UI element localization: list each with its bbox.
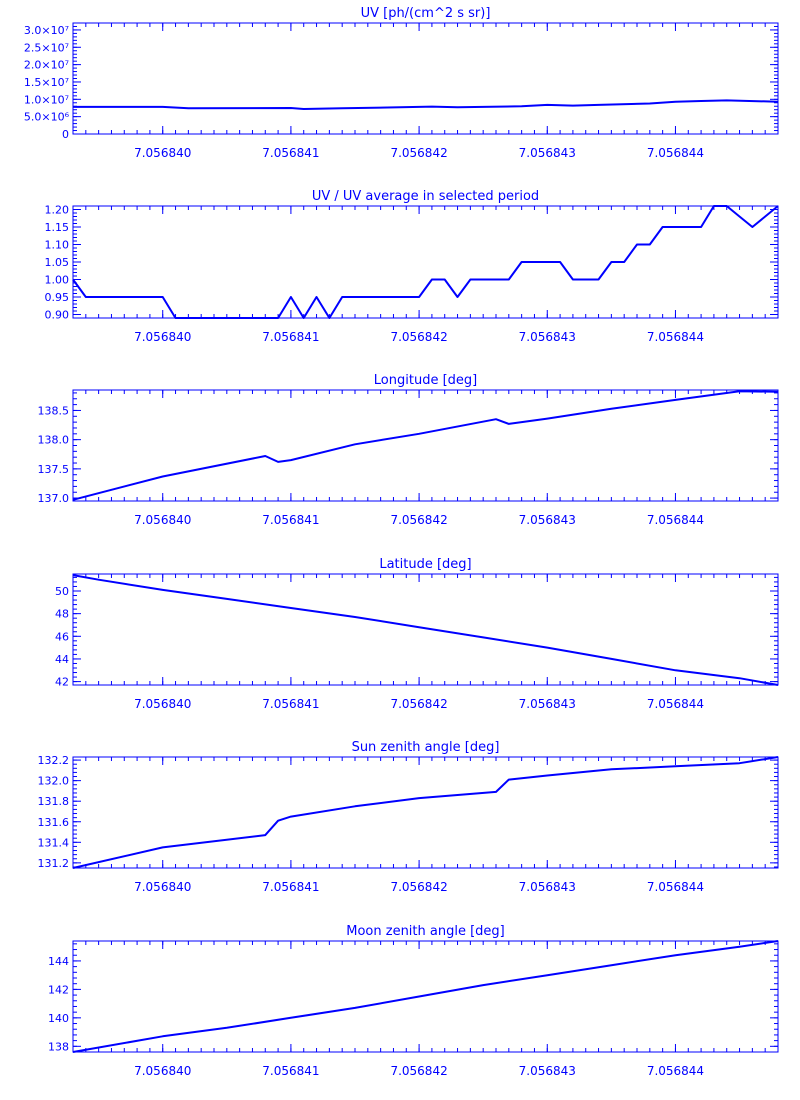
y-tick-label: 2.5×10⁷ <box>24 41 69 54</box>
chart-title: Moon zenith angle [deg] <box>346 924 504 939</box>
plot-frame <box>72 940 779 1053</box>
y-tick-label: 0.95 <box>45 291 70 304</box>
x-tick-label: 7.056844 <box>647 697 704 711</box>
series-line <box>72 390 779 501</box>
y-tick-label: 50 <box>55 585 69 598</box>
y-tick-label: 137.5 <box>38 463 70 476</box>
x-tick-label: 7.056840 <box>134 146 191 160</box>
x-tick-label: 7.056843 <box>519 330 576 344</box>
y-tick-label: 1.05 <box>45 256 70 269</box>
chart-panel-1: UV [ph/(cm^2 s sr)] 7.056840 7.056841 7.056… <box>24 6 779 160</box>
y-tick-label: 42 <box>55 676 69 689</box>
x-tick-label: 7.056844 <box>647 330 704 344</box>
chart-title: Longitude [deg] <box>374 373 477 388</box>
y-tick-label: 0.90 <box>45 309 70 322</box>
series-line <box>72 940 779 1053</box>
x-tick-label: 7.056840 <box>134 330 191 344</box>
y-tick-label: 1.15 <box>45 221 70 234</box>
x-tick-label: 7.056840 <box>134 1064 191 1078</box>
x-tick-label: 7.056842 <box>390 146 447 160</box>
chart-panel-6: Moon zenith angle [deg] 7.056840 7.056841 7… <box>48 924 779 1078</box>
y-tick-label: 138 <box>48 1040 69 1053</box>
plot-frame <box>72 573 779 686</box>
chart-panel-5: Sun zenith angle [deg] 7.056840 7.056841 7.… <box>38 740 779 894</box>
plot-frame <box>72 205 779 319</box>
x-tick-label: 7.056841 <box>262 513 319 527</box>
y-tick-label: 1.00 <box>45 274 70 287</box>
y-tick-label: 131.8 <box>38 795 70 808</box>
chart-panel-3: Longitude [deg] 7.056840 7.056841 7.056842 7… <box>38 373 779 527</box>
x-tick-label: 7.056843 <box>519 1064 576 1078</box>
x-tick-label: 7.056844 <box>647 146 704 160</box>
y-tick-label: 48 <box>55 608 69 621</box>
chart-title: Sun zenith angle [deg] <box>352 740 500 755</box>
x-tick-label: 7.056842 <box>390 697 447 711</box>
y-tick-label: 1.20 <box>45 204 70 217</box>
plot-frame <box>72 756 779 869</box>
y-tick-label: 0 <box>62 128 69 141</box>
y-tick-label: 44 <box>55 653 69 666</box>
x-tick-label: 7.056843 <box>519 880 576 894</box>
series-line <box>72 574 779 686</box>
x-tick-label: 7.056840 <box>134 697 191 711</box>
y-tick-label: 138.0 <box>38 434 70 447</box>
y-tick-label: 1.5×10⁷ <box>24 76 69 89</box>
y-tick-label: 144 <box>48 955 69 968</box>
x-tick-label: 7.056844 <box>647 513 704 527</box>
y-tick-label: 3.0×10⁷ <box>24 24 69 37</box>
series-line <box>72 756 779 869</box>
series-line <box>72 205 779 319</box>
y-tick-label: 5.0×10⁶ <box>24 111 70 124</box>
x-tick-label: 7.056840 <box>134 513 191 527</box>
x-tick-label: 7.056844 <box>647 880 704 894</box>
plot-frame <box>72 389 779 502</box>
y-tick-label: 140 <box>48 1012 69 1025</box>
x-tick-label: 7.056841 <box>262 697 319 711</box>
chart-title: Latitude [deg] <box>379 557 471 572</box>
y-tick-label: 131.6 <box>38 816 70 829</box>
x-tick-label: 7.056842 <box>390 1064 447 1078</box>
y-tick-label: 2.0×10⁷ <box>24 59 69 72</box>
x-tick-label: 7.056841 <box>262 880 319 894</box>
x-tick-label: 7.056843 <box>519 146 576 160</box>
chart-panel-2: UV / UV average in selected period 7.0568… <box>45 189 779 344</box>
y-tick-label: 46 <box>55 630 69 643</box>
y-tick-label: 1.0×10⁷ <box>24 93 69 106</box>
x-tick-label: 7.056840 <box>134 880 191 894</box>
x-tick-label: 7.056841 <box>262 1064 319 1078</box>
series-line <box>73 99 779 110</box>
x-tick-label: 7.056841 <box>262 330 319 344</box>
y-tick-label: 131.2 <box>38 857 70 870</box>
y-tick-label: 142 <box>48 983 69 996</box>
y-tick-label: 132.0 <box>38 775 70 788</box>
x-tick-label: 7.056842 <box>390 880 447 894</box>
y-tick-label: 137.0 <box>38 492 70 505</box>
y-tick-label: 1.10 <box>45 239 70 252</box>
x-tick-label: 7.056844 <box>647 1064 704 1078</box>
x-tick-label: 7.056842 <box>390 330 447 344</box>
chart-title: UV [ph/(cm^2 s sr)] <box>361 6 491 21</box>
x-tick-label: 7.056843 <box>519 513 576 527</box>
y-tick-label: 138.5 <box>38 404 70 417</box>
chart-title: UV / UV average in selected period <box>312 189 539 204</box>
x-tick-label: 7.056842 <box>390 513 447 527</box>
x-tick-label: 7.056841 <box>262 146 319 160</box>
y-tick-label: 131.4 <box>38 836 70 849</box>
x-tick-label: 7.056843 <box>519 697 576 711</box>
plot-frame <box>72 22 779 135</box>
chart-panel-4: Latitude [deg] 7.056840 7.056841 7.056842 7.… <box>55 557 779 711</box>
y-tick-label: 132.2 <box>38 754 70 767</box>
